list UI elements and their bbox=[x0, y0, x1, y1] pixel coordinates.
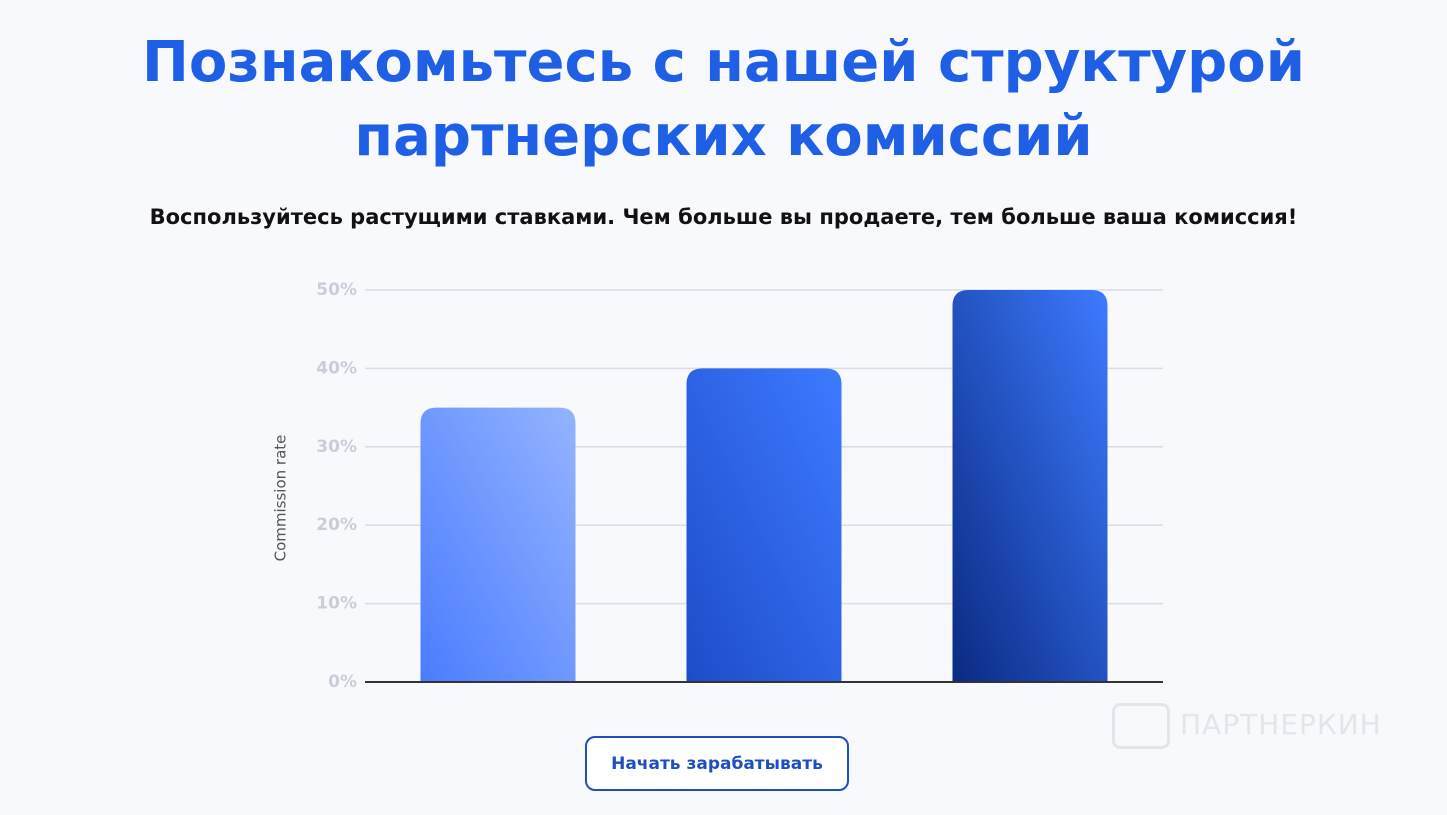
y-tick-label: 0% bbox=[328, 672, 357, 692]
y-tick-label: 10% bbox=[316, 594, 357, 614]
bar bbox=[686, 368, 842, 682]
cta-button[interactable]: Начать зарабатывать bbox=[585, 736, 849, 791]
y-axis-label: Commission rate bbox=[272, 435, 290, 562]
y-tick-label: 40% bbox=[316, 358, 357, 378]
watermark: ПАРТНЕРКИН bbox=[1180, 708, 1382, 741]
bar bbox=[420, 407, 576, 682]
y-tick-label: 20% bbox=[316, 515, 357, 535]
page-title: Познакомьтесь с нашей структурой партнер… bbox=[142, 30, 1305, 169]
y-tick-label: 50% bbox=[316, 280, 357, 300]
watermark-icon bbox=[1112, 703, 1170, 749]
y-tick-label: 30% bbox=[316, 437, 357, 457]
bar bbox=[952, 290, 1108, 682]
subtitle: Воспользуйтесь растущими ставками. Чем б… bbox=[149, 205, 1298, 229]
